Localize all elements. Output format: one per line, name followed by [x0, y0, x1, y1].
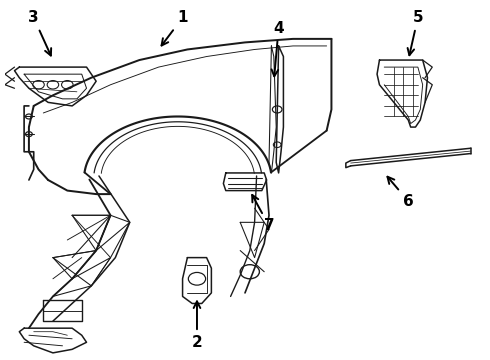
Text: 1: 1	[162, 10, 188, 45]
Text: 6: 6	[388, 177, 414, 209]
Text: 5: 5	[408, 10, 423, 55]
Text: 2: 2	[192, 301, 202, 350]
Text: 7: 7	[252, 195, 274, 233]
Text: 4: 4	[271, 21, 284, 76]
Text: 3: 3	[28, 10, 51, 55]
